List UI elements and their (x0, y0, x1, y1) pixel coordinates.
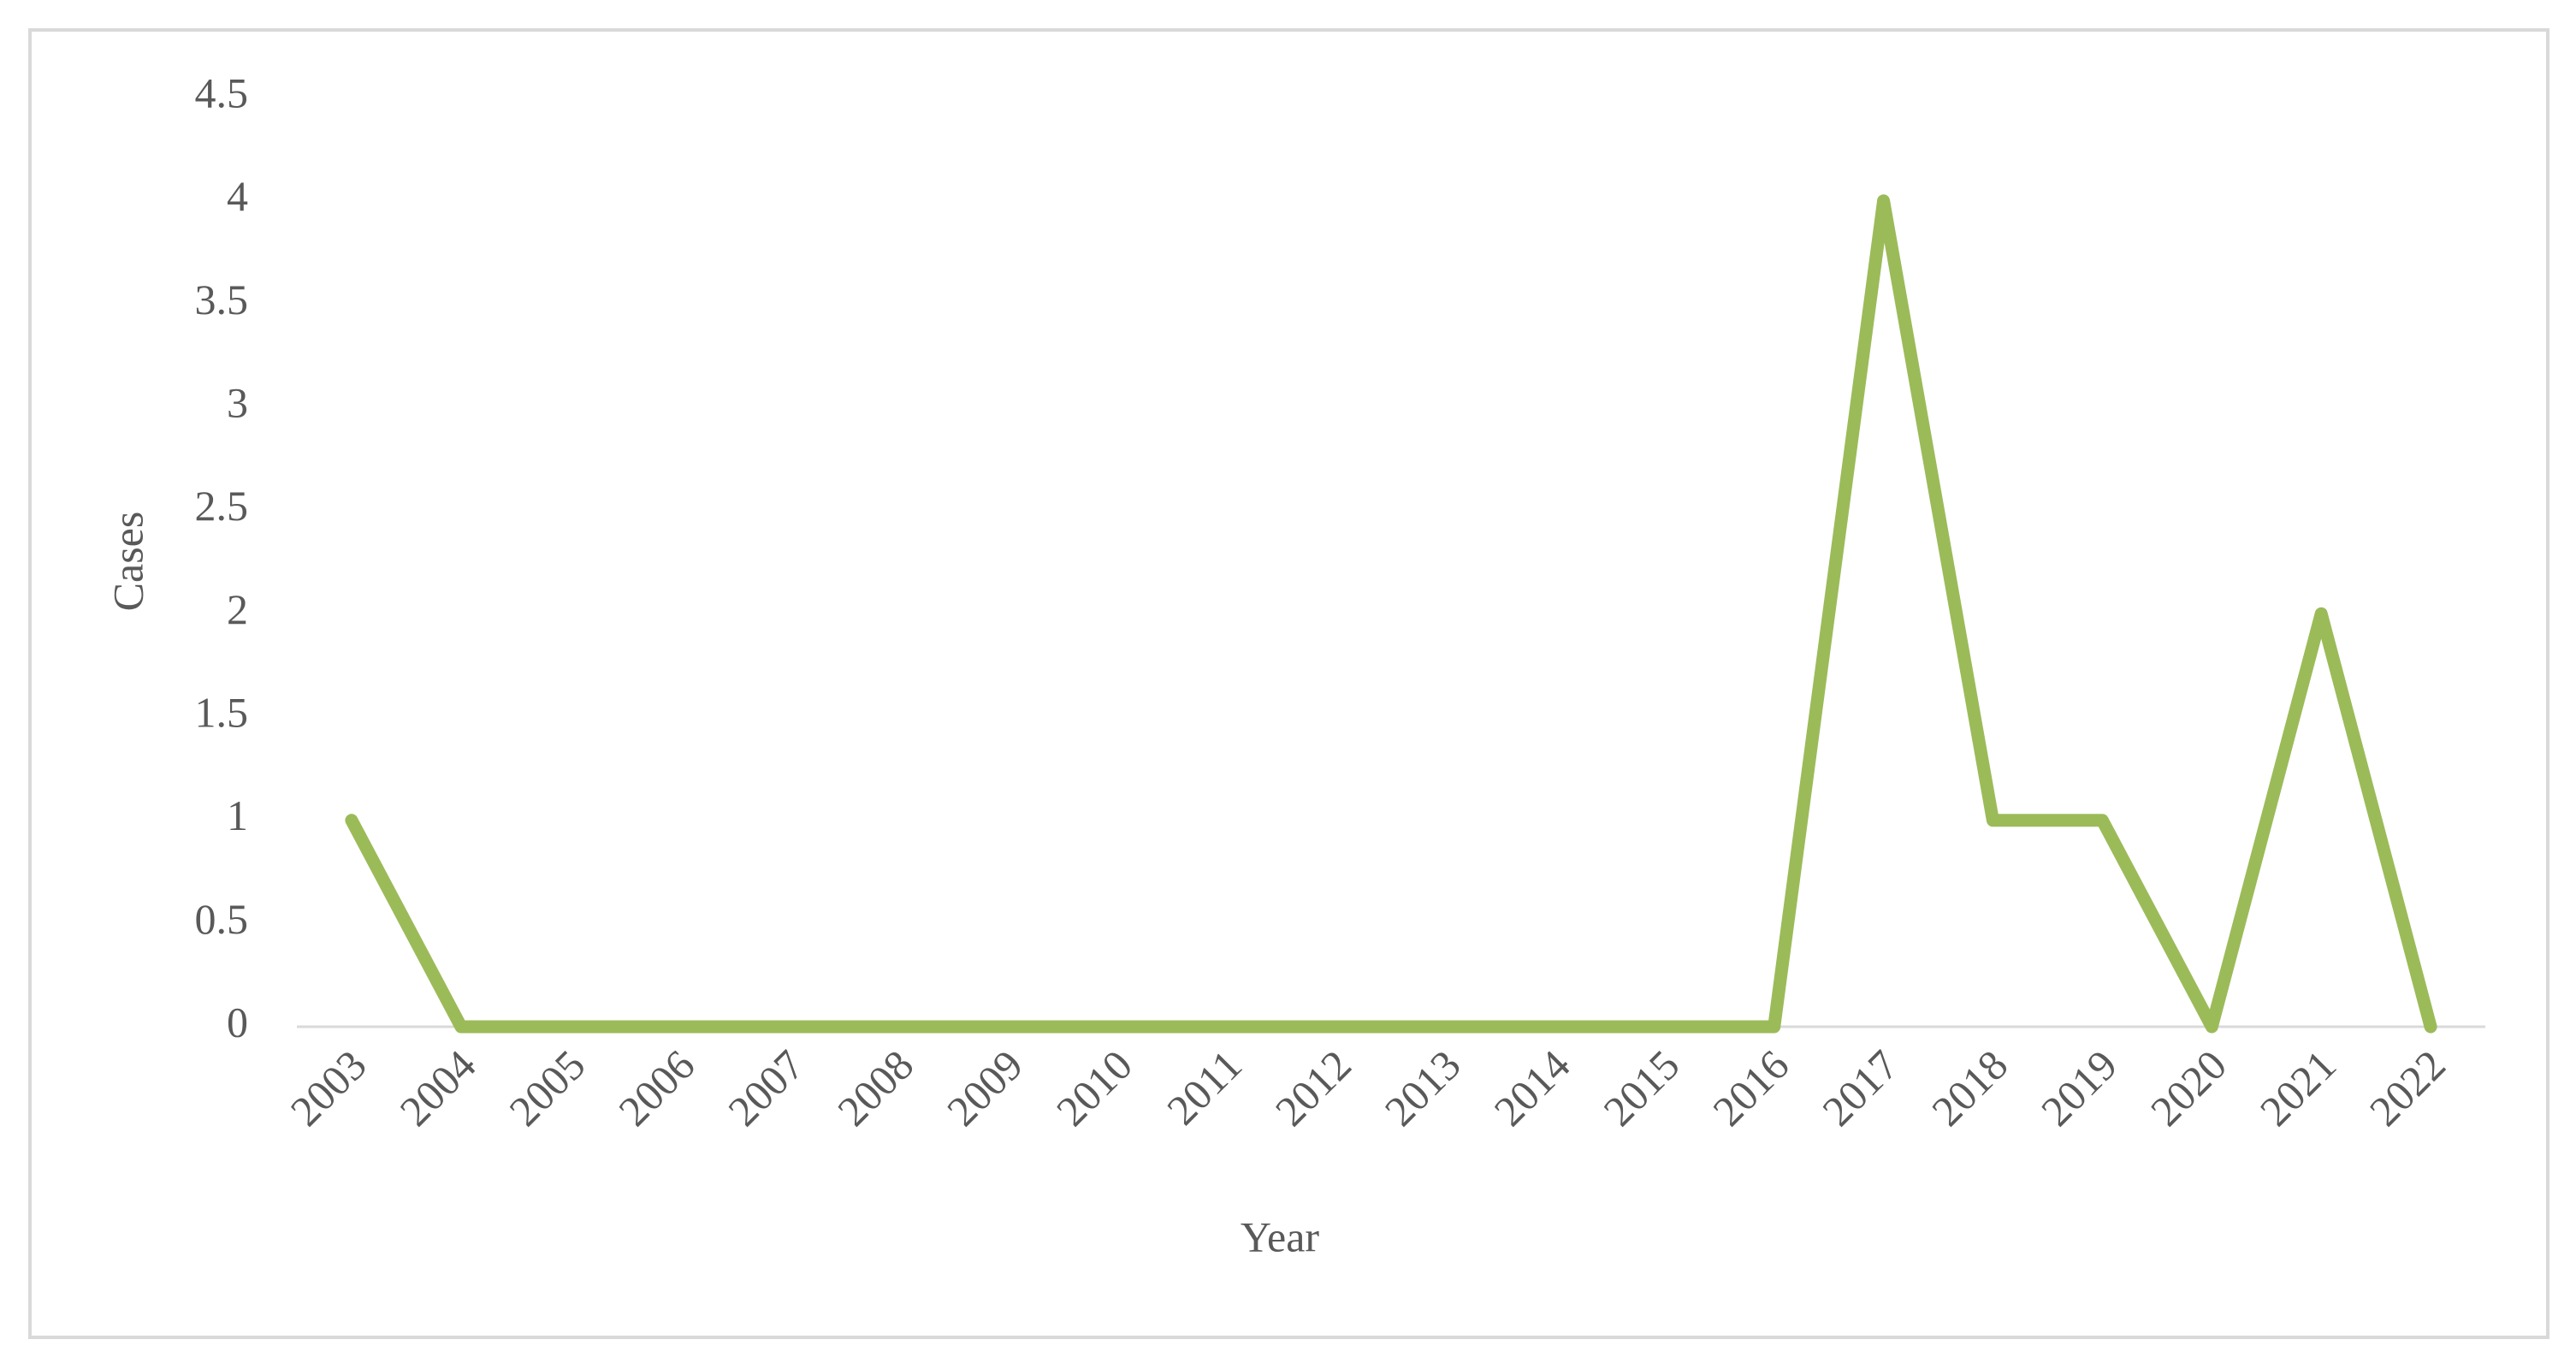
y-tick-label: 0 (227, 998, 248, 1046)
y-tick-label: 4 (227, 172, 248, 220)
x-axis-title: Year (1241, 1212, 1319, 1260)
y-axis-title: Cases (104, 512, 151, 612)
y-tick-label: 0.5 (195, 895, 249, 943)
chart-border (28, 28, 2549, 1339)
y-tick-label: 4.5 (195, 68, 249, 116)
y-tick-label: 1 (227, 791, 248, 839)
y-tick-label: 1.5 (195, 688, 249, 736)
y-tick-label: 3 (227, 378, 248, 426)
y-tick-label: 3.5 (195, 276, 249, 323)
y-tick-label: 2 (227, 585, 248, 633)
y-tick-label: 2.5 (195, 482, 249, 530)
line (345, 194, 2437, 1034)
